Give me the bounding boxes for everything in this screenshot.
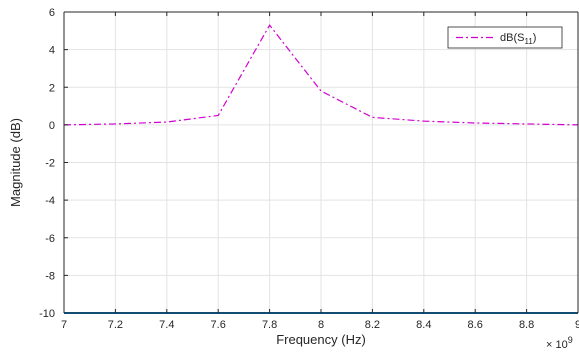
x-axis-label: Frequency (Hz) <box>276 332 366 347</box>
x-tick-label: 7.2 <box>108 319 123 331</box>
y-tick-label: -8 <box>45 270 55 282</box>
y-tick-label: -4 <box>45 195 55 207</box>
data-point <box>217 115 219 117</box>
x-tick-label: 7.8 <box>262 319 277 331</box>
y-tick-label: -2 <box>45 158 55 170</box>
y-tick-label: 2 <box>49 82 55 94</box>
y-axis-label: Magnitude (dB) <box>8 118 23 207</box>
x-tick-label: 8.8 <box>519 319 534 331</box>
grid <box>63 11 579 314</box>
y-tick-label: -6 <box>45 233 55 245</box>
data-point <box>269 24 271 26</box>
legend-label-subscript: 11 <box>524 37 533 46</box>
y-tick-label: 0 <box>49 120 55 132</box>
data-point <box>526 123 528 125</box>
x-tick-label: 7.6 <box>211 319 226 331</box>
legend-label-main: dB(S <box>500 32 524 44</box>
x-axis-multiplier-base: × 10 <box>546 339 568 351</box>
data-point <box>474 122 476 124</box>
x-tick-label: 8 <box>318 319 324 331</box>
y-tick-label: 6 <box>49 7 55 19</box>
x-axis-multiplier: × 109 <box>546 335 573 351</box>
data-point <box>166 121 168 123</box>
axes <box>63 11 579 314</box>
data-point <box>423 120 425 122</box>
x-tick-label: 7.4 <box>159 319 174 331</box>
legend-box <box>447 26 563 49</box>
x-tick-label: 9 <box>575 319 579 331</box>
data-point <box>115 123 117 125</box>
legend-label-suffix: ) <box>533 32 537 44</box>
legend: dB(S11) <box>447 26 563 49</box>
data-point <box>320 90 322 92</box>
x-tick-label: 8.2 <box>365 319 380 331</box>
x-tick-label: 8.6 <box>468 319 483 331</box>
x-tick-label: 7 <box>61 319 67 331</box>
y-tick-label: -10 <box>39 308 55 320</box>
x-tick-label: 8.4 <box>416 319 431 331</box>
legend-entry-label: dB(S11) <box>500 32 536 46</box>
series-line <box>63 24 579 126</box>
y-tick-label: 4 <box>49 45 55 57</box>
data-point <box>372 117 374 119</box>
x-axis-multiplier-exponent: 9 <box>568 335 573 345</box>
y-tick-labels: 6 4 2 0 -2 -4 -6 -8 -10 <box>39 7 55 320</box>
x-tick-labels: 7 7.2 7.4 7.6 7.8 8 8.2 8.4 8.6 8.8 9 <box>61 319 579 331</box>
